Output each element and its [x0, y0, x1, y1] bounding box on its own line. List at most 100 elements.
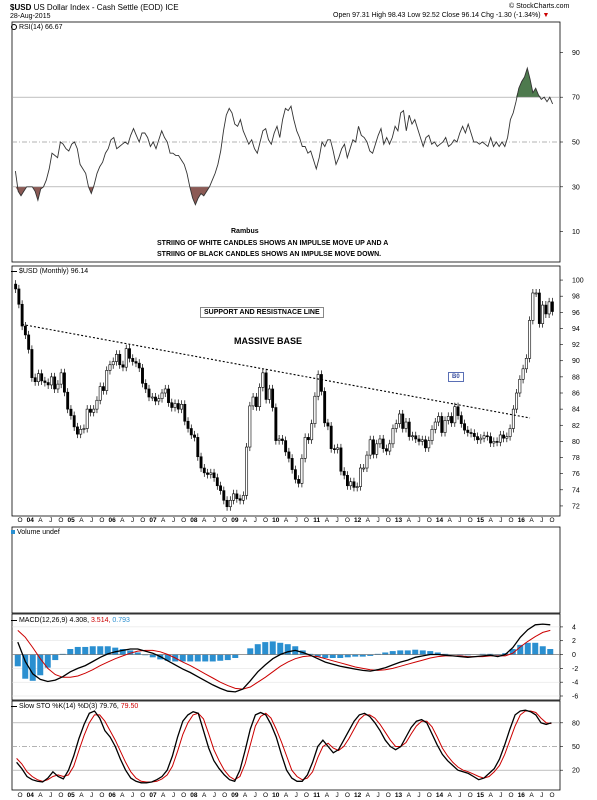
x-tick-label: A [407, 792, 412, 799]
x-tick-label: O [304, 792, 309, 799]
macd-tick-label: 2 [572, 638, 576, 645]
price-tick-label: 90 [572, 358, 580, 365]
x-tick-label: J [540, 517, 543, 524]
candle-body [20, 303, 24, 327]
x-tick-label: 15 [477, 792, 485, 799]
x-tick-label: A [488, 792, 493, 799]
candle-body [225, 499, 229, 508]
ohlc-readout: Open 97.31 High 98.43 Low 92.52 Close 96… [333, 12, 549, 19]
macd-panel: -6 -4 -2 0 2 4 [12, 623, 578, 701]
candle-body [66, 391, 70, 410]
x-tick-label: J [49, 792, 52, 799]
x-tick-label: 13 [395, 517, 403, 524]
support-resistance-label: SUPPORT AND RESISTNACE LINE [200, 307, 324, 318]
candle-body [59, 372, 63, 385]
macd-hist-bar [22, 654, 29, 679]
x-tick-label: J [417, 792, 420, 799]
candle-body [202, 467, 206, 474]
candle-body [427, 440, 431, 449]
candle-body [404, 421, 408, 429]
candle-body [79, 428, 83, 435]
candle-body [251, 396, 255, 407]
macd-hist-bar [329, 654, 336, 658]
candle-body [521, 368, 525, 380]
x-tick-label: 09 [231, 792, 239, 799]
candle-body [173, 403, 177, 408]
candle-body [267, 388, 271, 400]
candle-body [53, 376, 57, 390]
x-tick-label: A [38, 517, 43, 524]
candle-body [385, 448, 388, 452]
candle-body [277, 438, 281, 441]
candle-body [472, 433, 476, 437]
candle-body [258, 387, 262, 408]
rsi-line [14, 66, 554, 206]
macd-hist-bar [464, 654, 471, 656]
macd-line [17, 623, 551, 693]
x-tick-label: O [427, 792, 432, 799]
candle-body [502, 434, 506, 439]
x-tick-label: A [284, 792, 289, 799]
high-value: 98.43 [387, 12, 406, 19]
x-tick-label: O [549, 792, 554, 799]
author-note: Rambus [231, 228, 259, 235]
exchange: ICE [165, 3, 179, 12]
x-tick-label: O [58, 792, 63, 799]
candle-body [62, 372, 66, 393]
macd-hist-bar [479, 653, 486, 655]
x-tick-label: 07 [149, 792, 157, 799]
candle-body [154, 396, 157, 402]
x-tick-label: A [161, 517, 166, 524]
rsi-label-text: RSI(14) 66.67 [18, 24, 63, 31]
x-tick-label: O [386, 792, 391, 799]
candle-body [515, 392, 519, 410]
macd-hist-bar [337, 654, 344, 658]
macd-hist-bar [344, 654, 351, 658]
candle-body [293, 469, 297, 480]
x-tick-label: O [181, 792, 186, 799]
candle-body [495, 441, 499, 443]
candle-body [414, 435, 418, 440]
massive-base-label: MASSIVE BASE [234, 336, 303, 346]
macd-hist-bar [427, 651, 434, 655]
x-tick-label: 10 [272, 517, 280, 524]
macd-signal-line [17, 629, 551, 690]
x-tick-label: A [448, 792, 453, 799]
macd-hist-bar [187, 654, 194, 662]
candle-body [284, 440, 288, 453]
x-tick-label: O [468, 517, 473, 524]
price-tick-label: 92 [572, 342, 580, 349]
x-tick-label: A [325, 792, 330, 799]
candle-body [440, 416, 444, 433]
candle-body [23, 325, 27, 336]
candle-body [43, 380, 47, 383]
candle-body [482, 435, 486, 439]
candle-body [537, 292, 541, 324]
x-tick-label: A [243, 792, 248, 799]
candle-body [297, 479, 301, 484]
sto-label-text: Slow STO %K(14) %D(3) [18, 703, 98, 710]
x-tick-label: J [499, 517, 502, 524]
rsi-label: RSI(14) 66.67 [11, 24, 63, 31]
x-tick-label: J [295, 792, 298, 799]
x-tick-label: 04 [27, 792, 35, 799]
macd-hist-bar [374, 653, 381, 655]
candle-body [420, 439, 424, 442]
candle-body [287, 451, 291, 459]
candle-body [378, 438, 382, 445]
x-axis: O 04 A J O 05 A J O 06 A J O 07 A J O 08 A J O 09 A J O 10 A J O 11 A J… [17, 517, 554, 799]
x-tick-label: 13 [395, 792, 403, 799]
price-frame [11, 265, 561, 517]
low-label: Low [407, 12, 421, 19]
price-tick-label: 100 [572, 278, 584, 285]
macd-frame [11, 613, 561, 701]
sto-tick-label: 80 [572, 720, 580, 727]
candle-body [215, 477, 219, 487]
candle-body [108, 364, 112, 371]
x-tick-label: 12 [354, 792, 362, 799]
macd-hist-bar [164, 654, 171, 661]
low-value: 92.52 [422, 12, 440, 19]
price-tick-label: 78 [572, 455, 580, 462]
macd-hist-bar [14, 654, 21, 667]
candle-body [336, 447, 340, 450]
